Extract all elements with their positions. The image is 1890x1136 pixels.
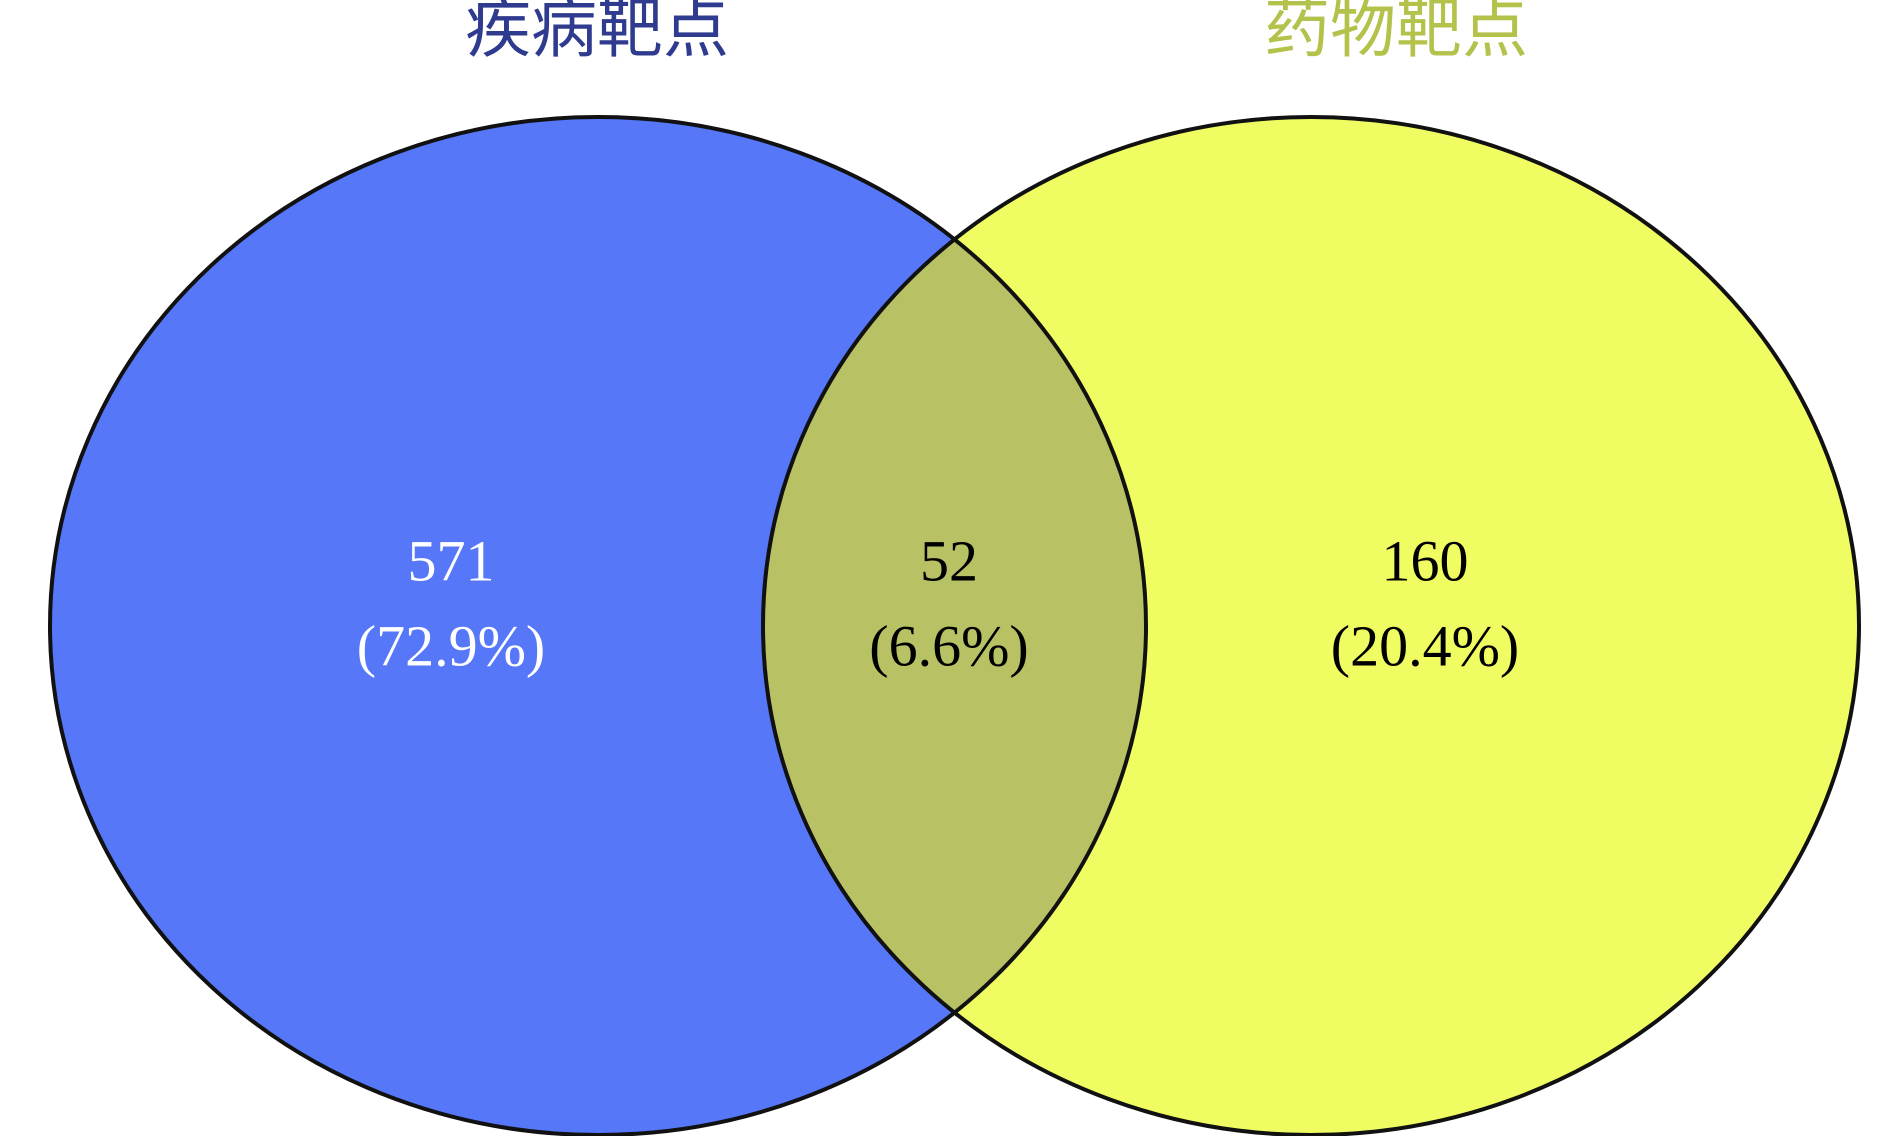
overlap-region <box>763 117 1146 1135</box>
region-percent: (20.4%) <box>1331 613 1519 678</box>
region-percent: (72.9%) <box>357 613 545 678</box>
region-count: 160 <box>1382 528 1469 593</box>
set-title: 疾病靶点 <box>465 0 729 66</box>
region-count: 52 <box>920 528 978 593</box>
set-outline <box>761 115 1861 1136</box>
region-count: 571 <box>408 528 495 593</box>
set-outline <box>48 115 1148 1136</box>
set-title: 药物靶点 <box>1264 0 1528 66</box>
region-percent: (6.6%) <box>869 613 1028 678</box>
